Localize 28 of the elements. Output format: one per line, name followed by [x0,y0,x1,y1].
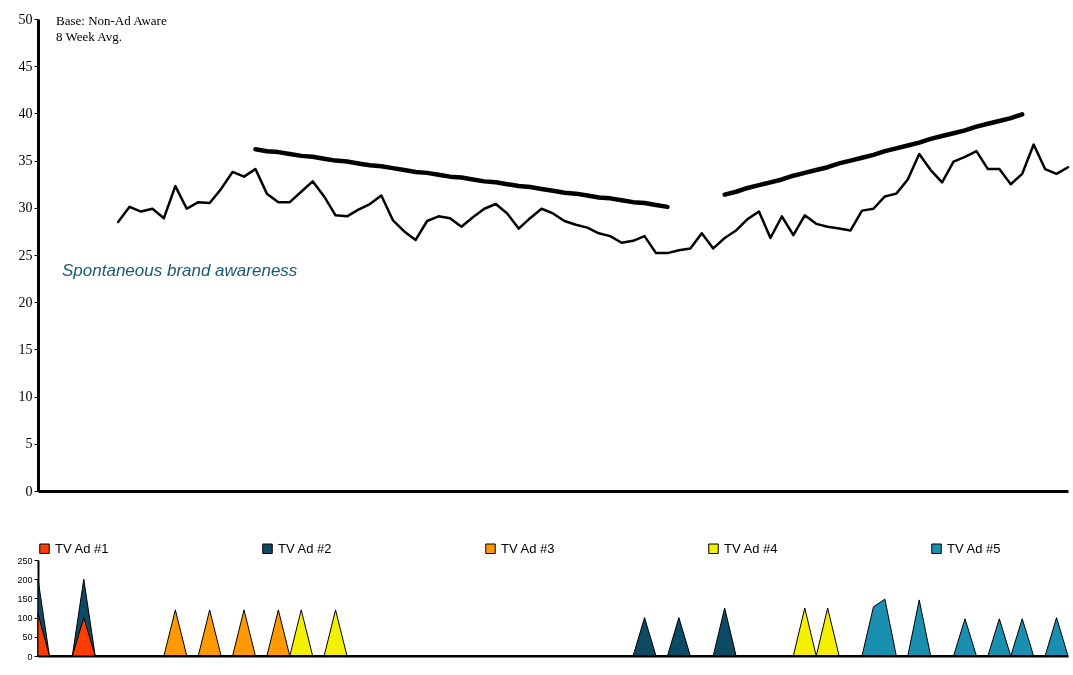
y-tick-label: 40 [18,105,33,121]
annotation: Base: Non-Ad Aware [56,13,167,28]
y-tick-label: 150 [17,593,33,604]
legend-label: TV Ad #4 [724,540,778,556]
y-tick-label: 0 [25,483,33,499]
legend-label: TV Ad #2 [278,540,332,556]
line-series [253,147,670,210]
y-tick-label: 200 [17,574,33,585]
y-tick-label: 5 [25,436,33,452]
annotation: Spontaneous brand awareness [62,261,298,280]
y-tick-label: 25 [18,247,33,263]
y-tick-label: 50 [18,11,33,27]
y-tick-label: 250 [17,555,33,566]
y-tick-label: 30 [18,200,33,216]
legend-label: TV Ad #1 [55,540,109,556]
annotation: 8 Week Avg. [56,29,122,44]
legend-label: TV Ad #3 [501,540,555,556]
y-tick-label: 20 [18,294,33,310]
legend-label: TV Ad #5 [947,540,1001,556]
y-tick-label: 0 [27,651,33,662]
y-tick-label: 35 [18,153,33,169]
line-series [116,143,1070,255]
line-series [722,112,1025,197]
y-tick-label: 100 [17,613,33,624]
y-tick-label: 50 [22,632,33,643]
y-tick-label: 45 [18,58,33,74]
y-tick-label: 15 [18,341,33,357]
y-tick-label: 10 [18,389,33,405]
